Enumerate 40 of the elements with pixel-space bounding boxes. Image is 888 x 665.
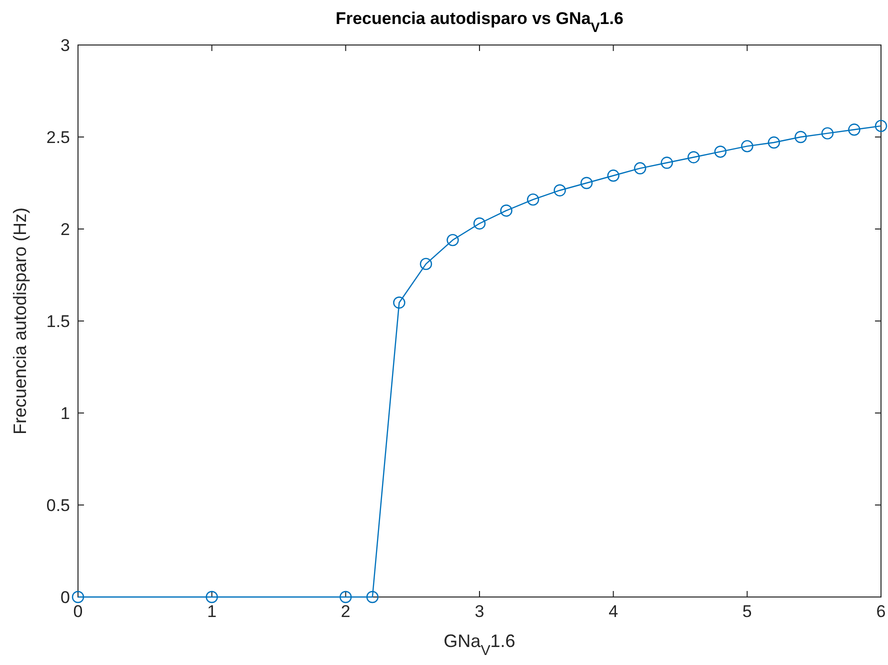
x-tick-label: 4 — [608, 602, 618, 621]
y-tick-label: 3 — [60, 36, 70, 55]
point — [500, 204, 512, 217]
point — [741, 140, 754, 152]
point — [688, 151, 700, 164]
point — [634, 162, 646, 174]
chart-title: Frecuencia autodisparo vs GNa$_{V}$1.6 — [336, 9, 624, 34]
x-tick-label: 2 — [340, 602, 350, 621]
point — [366, 590, 379, 604]
point — [794, 130, 807, 144]
point — [714, 146, 726, 158]
x-tick-label: 1 — [207, 602, 217, 621]
point — [446, 234, 459, 246]
point — [420, 258, 432, 270]
point — [874, 120, 888, 132]
y-tick-label: 1.5 — [46, 312, 70, 331]
y-tick-label: 0.5 — [46, 496, 70, 515]
point — [660, 156, 673, 169]
point — [768, 136, 780, 149]
y-tick-label: 0 — [60, 588, 70, 607]
point — [473, 217, 486, 230]
x-tick-label: 3 — [474, 602, 484, 621]
y-tick-label: 2.5 — [46, 128, 70, 147]
point — [554, 184, 566, 196]
point — [821, 127, 834, 140]
point — [393, 296, 406, 309]
point — [580, 176, 593, 190]
point — [206, 590, 218, 604]
y-axis-title: Frecuencia autodisparo (Hz) — [10, 207, 30, 435]
point — [72, 590, 84, 604]
x-tick-label: 6 — [876, 602, 886, 621]
point — [340, 590, 352, 604]
point — [526, 193, 540, 206]
y-tick-label: 2 — [60, 220, 70, 239]
point — [848, 124, 860, 136]
point — [607, 170, 620, 182]
x-axis-title: GNa$_{V}$1.6 — [444, 631, 516, 659]
y-tick-label: 1 — [60, 404, 70, 423]
x-tick-label: 5 — [742, 602, 752, 621]
x-tick-label: 0 — [73, 602, 83, 621]
